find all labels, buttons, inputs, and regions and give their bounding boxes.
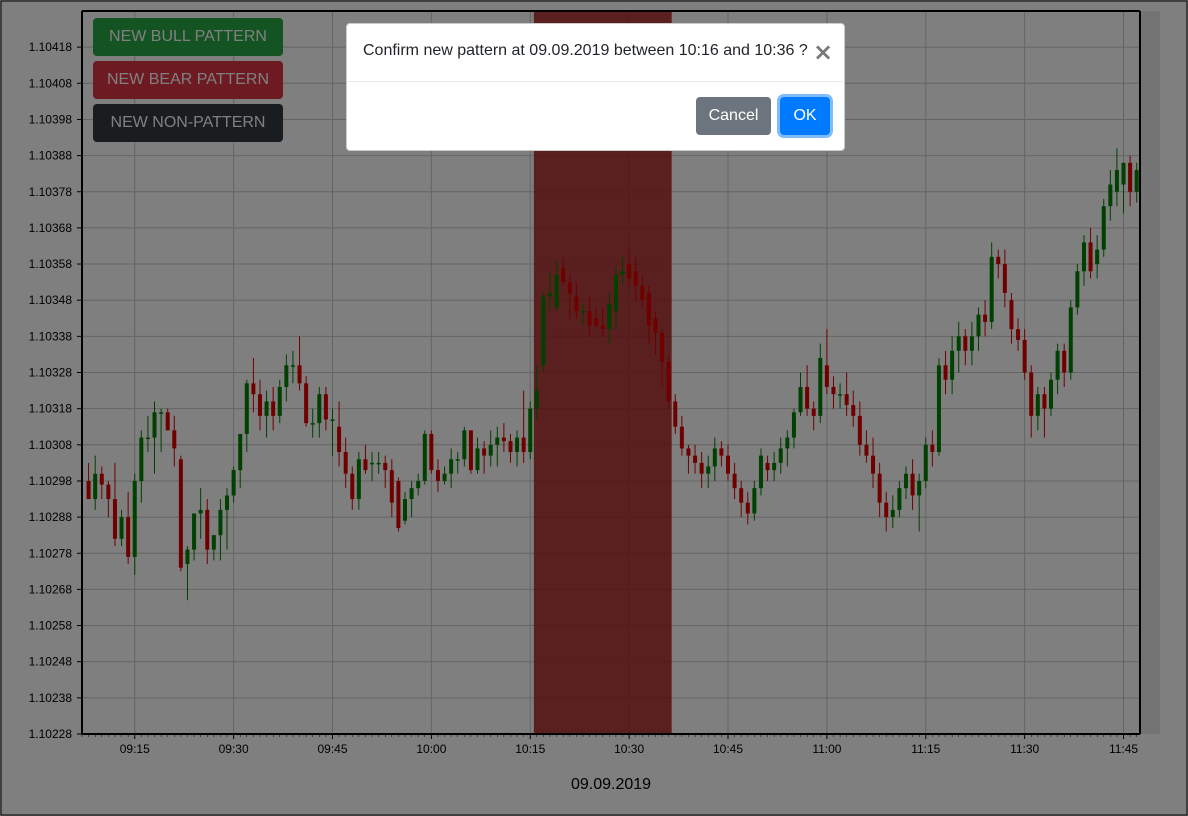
ok-button[interactable]: OK: [780, 97, 830, 135]
cancel-button[interactable]: Cancel: [696, 97, 771, 135]
confirm-dialog: Confirm new pattern at 09.09.2019 betwee…: [346, 23, 845, 151]
dialog-title: Confirm new pattern at 09.09.2019 betwee…: [363, 42, 808, 59]
dialog-header: Confirm new pattern at 09.09.2019 betwee…: [347, 24, 844, 82]
close-icon[interactable]: ×: [809, 37, 837, 67]
